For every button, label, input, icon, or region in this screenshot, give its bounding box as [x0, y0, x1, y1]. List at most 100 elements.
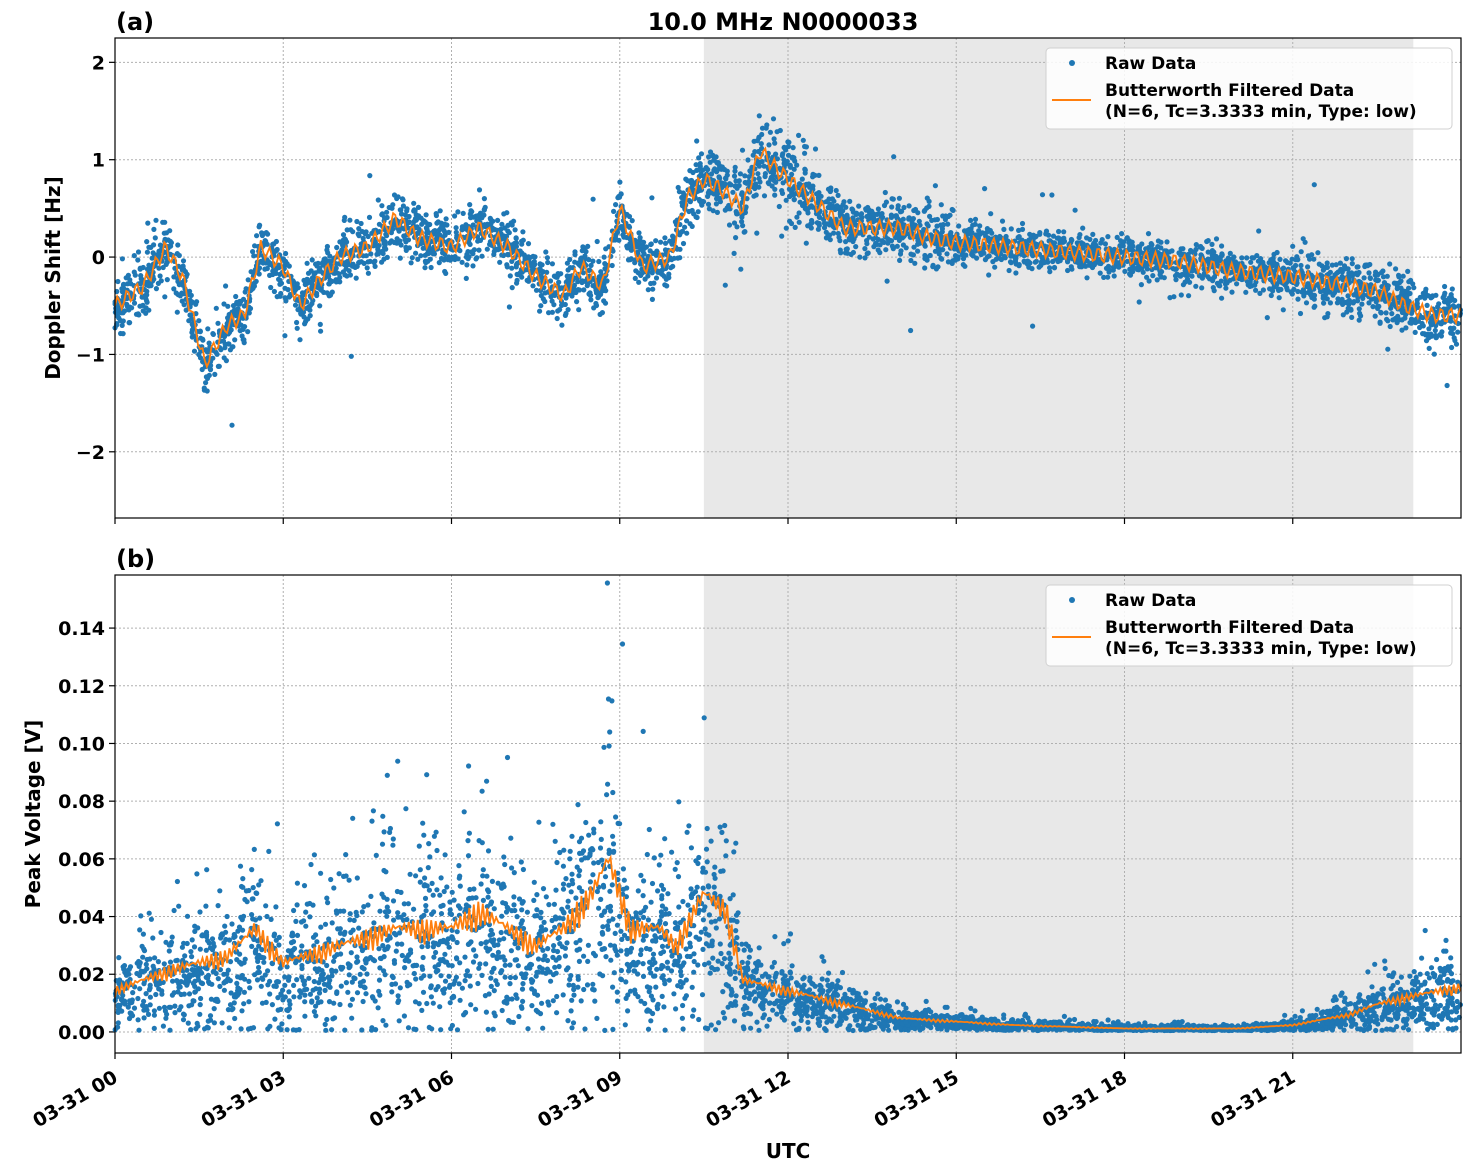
raw-data-point — [136, 311, 141, 316]
raw-data-point — [814, 191, 819, 196]
raw-data-point — [869, 209, 874, 214]
raw-data-point — [328, 877, 333, 882]
raw-data-point — [849, 252, 854, 257]
raw-data-point — [1405, 269, 1410, 274]
raw-data-point — [359, 1027, 364, 1032]
raw-data-point — [1427, 346, 1432, 351]
raw-data-point — [181, 258, 186, 263]
raw-data-point — [1293, 263, 1298, 268]
raw-data-point — [400, 197, 405, 202]
raw-data-point — [977, 223, 982, 228]
raw-data-point — [301, 292, 306, 297]
y-tick-label: 0.08 — [58, 791, 105, 813]
raw-data-point — [1090, 232, 1095, 237]
raw-data-point — [565, 274, 570, 279]
raw-data-point — [559, 323, 564, 328]
raw-data-point — [555, 316, 560, 321]
raw-data-point — [804, 241, 809, 246]
raw-data-point — [962, 264, 967, 269]
raw-data-point — [1340, 302, 1345, 307]
legend-filtered-params: (N=6, Tc=3.3333 min, Type: low) — [1105, 102, 1417, 122]
raw-data-point — [1373, 1028, 1378, 1033]
raw-data-point — [928, 253, 933, 258]
raw-data-point — [1239, 255, 1244, 260]
raw-data-point — [1407, 320, 1412, 325]
raw-data-point — [198, 355, 203, 360]
raw-data-point — [662, 836, 667, 841]
raw-data-point — [1301, 236, 1306, 241]
raw-data-point — [242, 324, 247, 329]
raw-data-point — [789, 221, 794, 226]
raw-data-point — [848, 235, 853, 240]
raw-data-point — [360, 909, 365, 914]
raw-data-point — [1290, 291, 1295, 296]
raw-data-point — [669, 242, 674, 247]
raw-data-point — [1355, 264, 1360, 269]
raw-data-point — [1087, 237, 1092, 242]
raw-data-point — [1051, 234, 1056, 239]
raw-data-point — [550, 310, 555, 315]
raw-data-point — [771, 173, 776, 178]
raw-data-point — [228, 347, 233, 352]
raw-data-point — [544, 270, 549, 275]
raw-data-point — [632, 260, 637, 265]
raw-data-point — [462, 809, 467, 814]
raw-data-point — [676, 185, 681, 190]
raw-data-point — [244, 286, 249, 291]
raw-data-point — [579, 280, 584, 285]
raw-data-point — [1077, 232, 1082, 237]
raw-data-point — [915, 249, 920, 254]
y-tick-label: 0.12 — [58, 676, 105, 698]
raw-data-point — [791, 145, 796, 150]
legend-raw-label: Raw Data — [1105, 54, 1196, 74]
raw-data-point — [617, 914, 622, 919]
raw-data-point — [367, 215, 372, 220]
raw-data-point — [648, 248, 653, 253]
raw-data-point — [276, 942, 281, 947]
raw-data-point — [827, 232, 832, 237]
raw-data-point — [599, 837, 604, 842]
raw-data-point — [738, 171, 743, 176]
raw-data-point — [543, 249, 548, 254]
raw-data-point — [509, 266, 514, 271]
raw-data-point — [154, 286, 159, 291]
raw-data-point — [1080, 226, 1085, 231]
raw-data-point — [379, 203, 384, 208]
raw-data-point — [636, 280, 641, 285]
raw-data-point — [603, 954, 608, 959]
raw-data-point — [603, 246, 608, 251]
raw-data-point — [723, 176, 728, 181]
raw-data-point — [595, 295, 600, 300]
raw-data-point — [877, 250, 882, 255]
raw-data-point — [1192, 250, 1197, 255]
raw-data-point — [229, 423, 234, 428]
raw-data-point — [492, 906, 497, 911]
raw-data-point — [1007, 268, 1012, 273]
raw-data-point — [268, 285, 273, 290]
raw-data-point — [885, 279, 890, 284]
raw-data-point — [1219, 296, 1224, 301]
raw-data-point — [267, 991, 272, 996]
raw-data-point — [800, 177, 805, 182]
raw-data-point — [545, 255, 550, 260]
raw-data-point — [1401, 274, 1406, 279]
raw-data-point — [418, 867, 423, 872]
raw-data-point — [1043, 231, 1048, 236]
raw-data-point — [696, 155, 701, 160]
raw-data-point — [800, 203, 805, 208]
raw-data-point — [1387, 261, 1392, 266]
raw-data-point — [1167, 295, 1172, 300]
raw-data-point — [504, 210, 509, 215]
raw-data-point — [1345, 299, 1350, 304]
raw-data-point — [147, 911, 152, 916]
raw-data-point — [1268, 257, 1273, 262]
y-tick-label: 0.00 — [58, 1022, 105, 1044]
raw-data-point — [951, 208, 956, 213]
raw-data-point — [564, 292, 569, 297]
raw-data-point — [356, 233, 361, 238]
raw-data-point — [354, 276, 359, 281]
raw-data-point — [970, 223, 975, 228]
raw-data-point — [742, 229, 747, 234]
raw-data-point — [1442, 284, 1447, 289]
raw-data-point — [1278, 287, 1283, 292]
